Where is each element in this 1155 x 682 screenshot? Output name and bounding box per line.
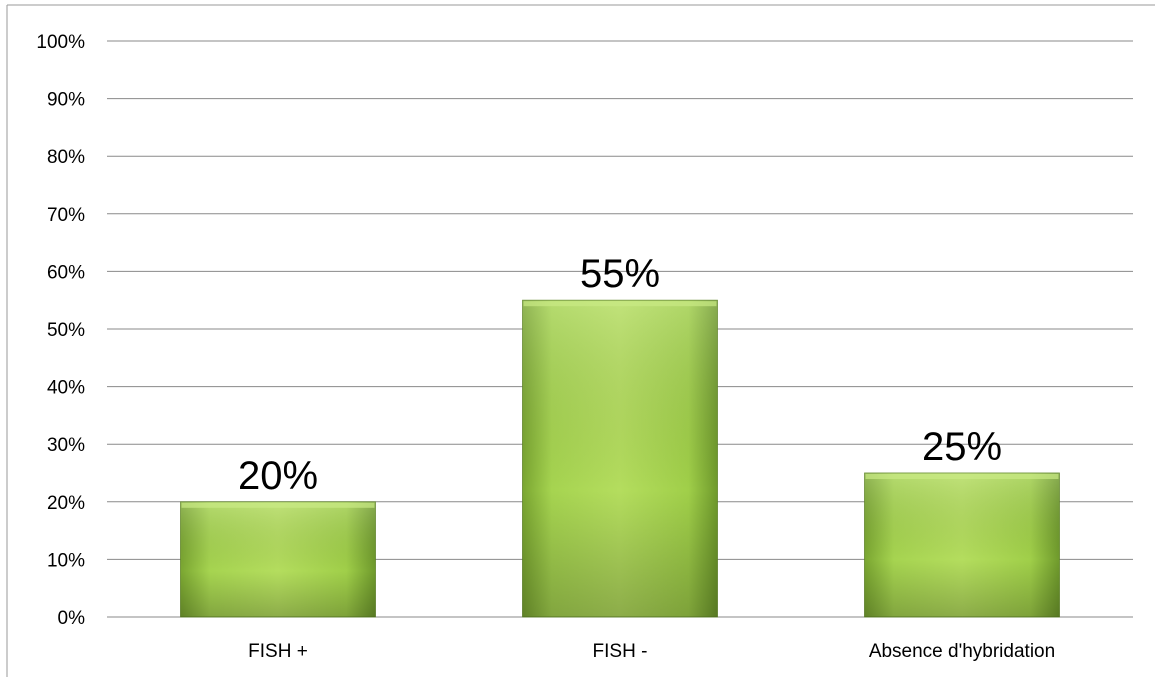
data-label: 25% [922, 425, 1002, 469]
x-axis-tick-labels: FISH + FISH - Absence d'hybridation [248, 641, 1055, 662]
data-label: 20% [238, 454, 318, 498]
y-tick-label: 0% [58, 608, 86, 629]
y-tick-label: 30% [47, 435, 85, 456]
y-tick-label: 100% [36, 32, 85, 53]
bar-shading [522, 300, 718, 617]
data-label: 55% [580, 252, 660, 296]
y-tick-label: 60% [47, 262, 85, 283]
y-tick-label: 40% [47, 378, 85, 399]
y-tick-label: 10% [47, 550, 85, 571]
bar-top-bevel [523, 301, 717, 307]
x-tick-label: FISH + [248, 641, 308, 662]
y-tick-label: 20% [47, 493, 85, 514]
bar-shading [180, 501, 376, 617]
data-labels: 20% 55% 25% [238, 252, 1002, 498]
bar-top-bevel [865, 474, 1059, 479]
y-tick-label: 50% [47, 320, 85, 341]
bar-top-bevel [181, 502, 375, 508]
y-tick-label: 90% [47, 90, 85, 111]
bar-shading [864, 473, 1060, 617]
y-tick-label: 70% [47, 205, 85, 226]
bars [180, 299, 1060, 618]
x-tick-label: FISH - [593, 641, 648, 662]
y-axis-tick-labels: 0% 10% 20% 30% 40% 50% 60% 70% 80% 90% 100% [36, 32, 85, 629]
x-tick-label: Absence d'hybridation [869, 641, 1055, 662]
y-tick-label: 80% [47, 147, 85, 168]
